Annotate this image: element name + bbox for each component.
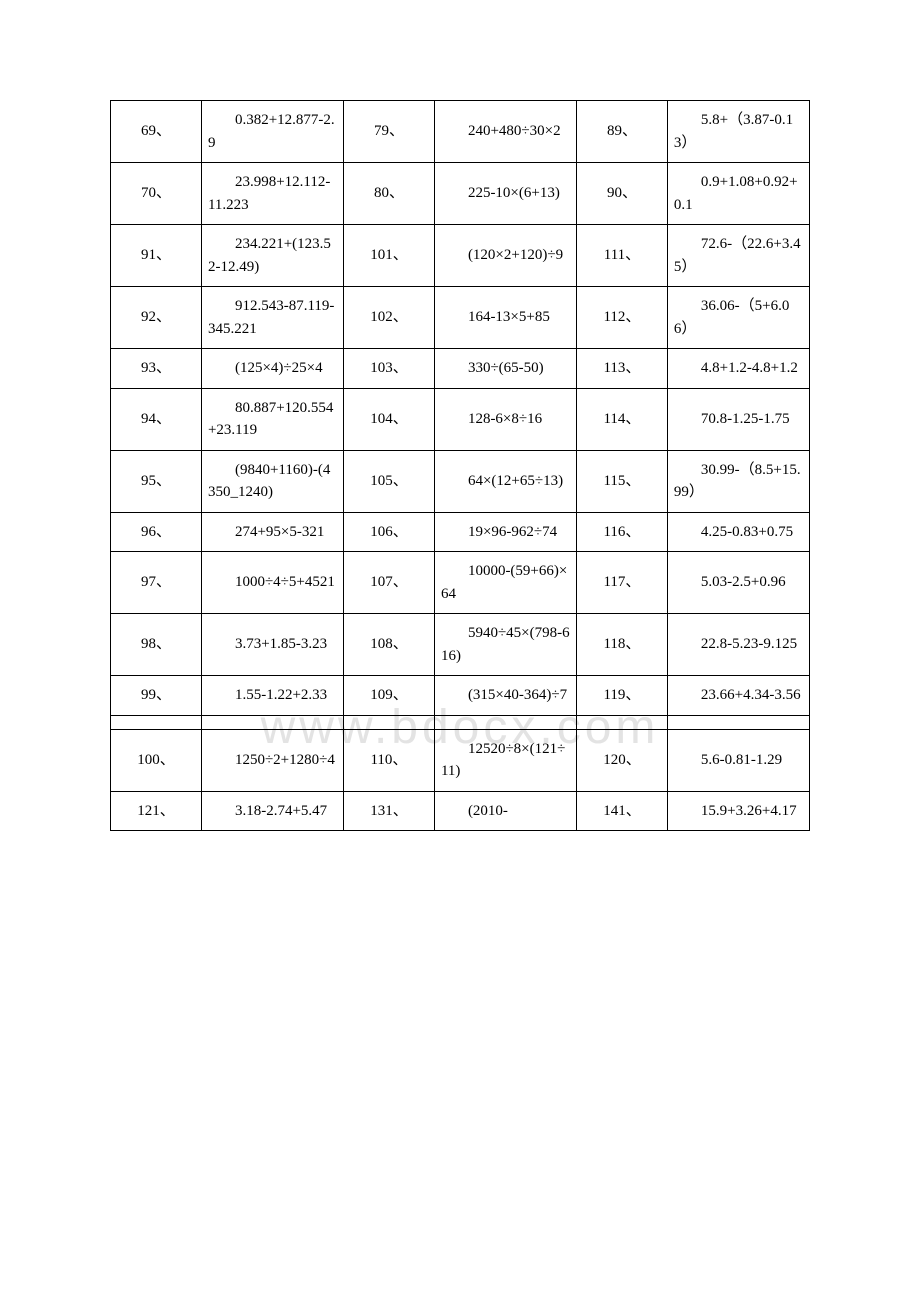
problem-number: 80、 (343, 163, 434, 225)
problem-expression: 1.55-1.22+2.33 (201, 676, 343, 716)
problem-number: 89、 (576, 101, 667, 163)
problem-expression: 80.887+120.554+23.119 (201, 388, 343, 450)
problem-expression: 19×96-962÷74 (434, 512, 576, 552)
problem-expression: 23.998+12.112-11.223 (201, 163, 343, 225)
problem-expression: 164-13×5+85 (434, 287, 576, 349)
problem-expression: 36.06-（5+6.06） (667, 287, 809, 349)
problem-number: 121、 (111, 791, 202, 831)
problem-expression: 0.9+1.08+0.92+0.1 (667, 163, 809, 225)
problem-number: 120、 (576, 729, 667, 791)
empty-cell (576, 715, 667, 729)
problem-number: 91、 (111, 225, 202, 287)
problem-expression: 3.18-2.74+5.47 (201, 791, 343, 831)
problem-number: 98、 (111, 614, 202, 676)
table-row: 96、274+95×5-321106、19×96-962÷74116、4.25-… (111, 512, 810, 552)
problem-number: 141、 (576, 791, 667, 831)
problem-number: 105、 (343, 450, 434, 512)
problem-number: 96、 (111, 512, 202, 552)
table-row: 91、234.221+(123.52-12.49)101、(120×2+120)… (111, 225, 810, 287)
table-row: 94、80.887+120.554+23.119104、128-6×8÷1611… (111, 388, 810, 450)
problem-number: 109、 (343, 676, 434, 716)
problem-number: 108、 (343, 614, 434, 676)
table-row: 98、3.73+1.85-3.23108、5940÷45×(798-616)11… (111, 614, 810, 676)
problem-expression: 10000-(59+66)×64 (434, 552, 576, 614)
problem-expression: 0.382+12.877-2.9 (201, 101, 343, 163)
math-problems-table: 69、0.382+12.877-2.979、240+480÷30×289、5.8… (110, 100, 810, 831)
problem-expression: 240+480÷30×2 (434, 101, 576, 163)
table-row: 100、1250÷2+1280÷4110、12520÷8×(121÷11)120… (111, 729, 810, 791)
table-row: 69、0.382+12.877-2.979、240+480÷30×289、5.8… (111, 101, 810, 163)
empty-cell (343, 715, 434, 729)
table-row (111, 715, 810, 729)
problem-expression: 912.543-87.119-345.221 (201, 287, 343, 349)
problem-number: 112、 (576, 287, 667, 349)
problem-expression: (125×4)÷25×4 (201, 349, 343, 389)
problem-expression: 4.25-0.83+0.75 (667, 512, 809, 552)
problem-expression: 15.9+3.26+4.17 (667, 791, 809, 831)
problem-expression: 1250÷2+1280÷4 (201, 729, 343, 791)
problem-number: 92、 (111, 287, 202, 349)
problem-number: 104、 (343, 388, 434, 450)
problem-number: 131、 (343, 791, 434, 831)
table-row: 92、912.543-87.119-345.221102、164-13×5+85… (111, 287, 810, 349)
problem-expression: 5.6-0.81-1.29 (667, 729, 809, 791)
problem-number: 70、 (111, 163, 202, 225)
problem-expression: 70.8-1.25-1.75 (667, 388, 809, 450)
problem-number: 107、 (343, 552, 434, 614)
problem-expression: 5940÷45×(798-616) (434, 614, 576, 676)
empty-cell (111, 715, 202, 729)
problem-number: 114、 (576, 388, 667, 450)
problem-expression: 72.6-（22.6+3.45） (667, 225, 809, 287)
problem-number: 111、 (576, 225, 667, 287)
problem-expression: 64×(12+65÷13) (434, 450, 576, 512)
table-row: 70、23.998+12.112-11.22380、225-10×(6+13)9… (111, 163, 810, 225)
problem-expression: 128-6×8÷16 (434, 388, 576, 450)
table-row: 99、1.55-1.22+2.33109、(315×40-364)÷7119、2… (111, 676, 810, 716)
problem-number: 117、 (576, 552, 667, 614)
problem-number: 110、 (343, 729, 434, 791)
table-row: 97、1000÷4÷5+4521107、10000-(59+66)×64117、… (111, 552, 810, 614)
problem-expression: 4.8+1.2-4.8+1.2 (667, 349, 809, 389)
empty-cell (434, 715, 576, 729)
problem-expression: 225-10×(6+13) (434, 163, 576, 225)
problem-number: 103、 (343, 349, 434, 389)
problem-expression: 5.03-2.5+0.96 (667, 552, 809, 614)
problem-expression: 234.221+(123.52-12.49) (201, 225, 343, 287)
problem-expression: 330÷(65-50) (434, 349, 576, 389)
problem-number: 95、 (111, 450, 202, 512)
problem-number: 101、 (343, 225, 434, 287)
problem-number: 79、 (343, 101, 434, 163)
empty-cell (667, 715, 809, 729)
problem-number: 102、 (343, 287, 434, 349)
problem-number: 113、 (576, 349, 667, 389)
problem-expression: 1000÷4÷5+4521 (201, 552, 343, 614)
problem-expression: (2010- (434, 791, 576, 831)
problem-number: 115、 (576, 450, 667, 512)
empty-cell (201, 715, 343, 729)
problem-number: 90、 (576, 163, 667, 225)
problem-expression: 30.99-（8.5+15.99） (667, 450, 809, 512)
problem-number: 118、 (576, 614, 667, 676)
problem-number: 99、 (111, 676, 202, 716)
problem-number: 94、 (111, 388, 202, 450)
problem-number: 116、 (576, 512, 667, 552)
table-row: 93、(125×4)÷25×4103、330÷(65-50)113、4.8+1.… (111, 349, 810, 389)
problem-number: 93、 (111, 349, 202, 389)
problem-expression: 23.66+4.34-3.56 (667, 676, 809, 716)
problem-expression: 12520÷8×(121÷11) (434, 729, 576, 791)
problem-expression: 274+95×5-321 (201, 512, 343, 552)
problem-expression: 5.8+（3.87-0.13） (667, 101, 809, 163)
problem-number: 106、 (343, 512, 434, 552)
problem-number: 119、 (576, 676, 667, 716)
problem-number: 69、 (111, 101, 202, 163)
problem-expression: (9840+1160)-(4350_1240) (201, 450, 343, 512)
problem-number: 97、 (111, 552, 202, 614)
table-row: 95、(9840+1160)-(4350_1240)105、64×(12+65÷… (111, 450, 810, 512)
problem-number: 100、 (111, 729, 202, 791)
problem-expression: (120×2+120)÷9 (434, 225, 576, 287)
problem-expression: 3.73+1.85-3.23 (201, 614, 343, 676)
problem-expression: (315×40-364)÷7 (434, 676, 576, 716)
table-row: 121、3.18-2.74+5.47131、(2010-141、15.9+3.2… (111, 791, 810, 831)
problem-expression: 22.8-5.23-9.125 (667, 614, 809, 676)
